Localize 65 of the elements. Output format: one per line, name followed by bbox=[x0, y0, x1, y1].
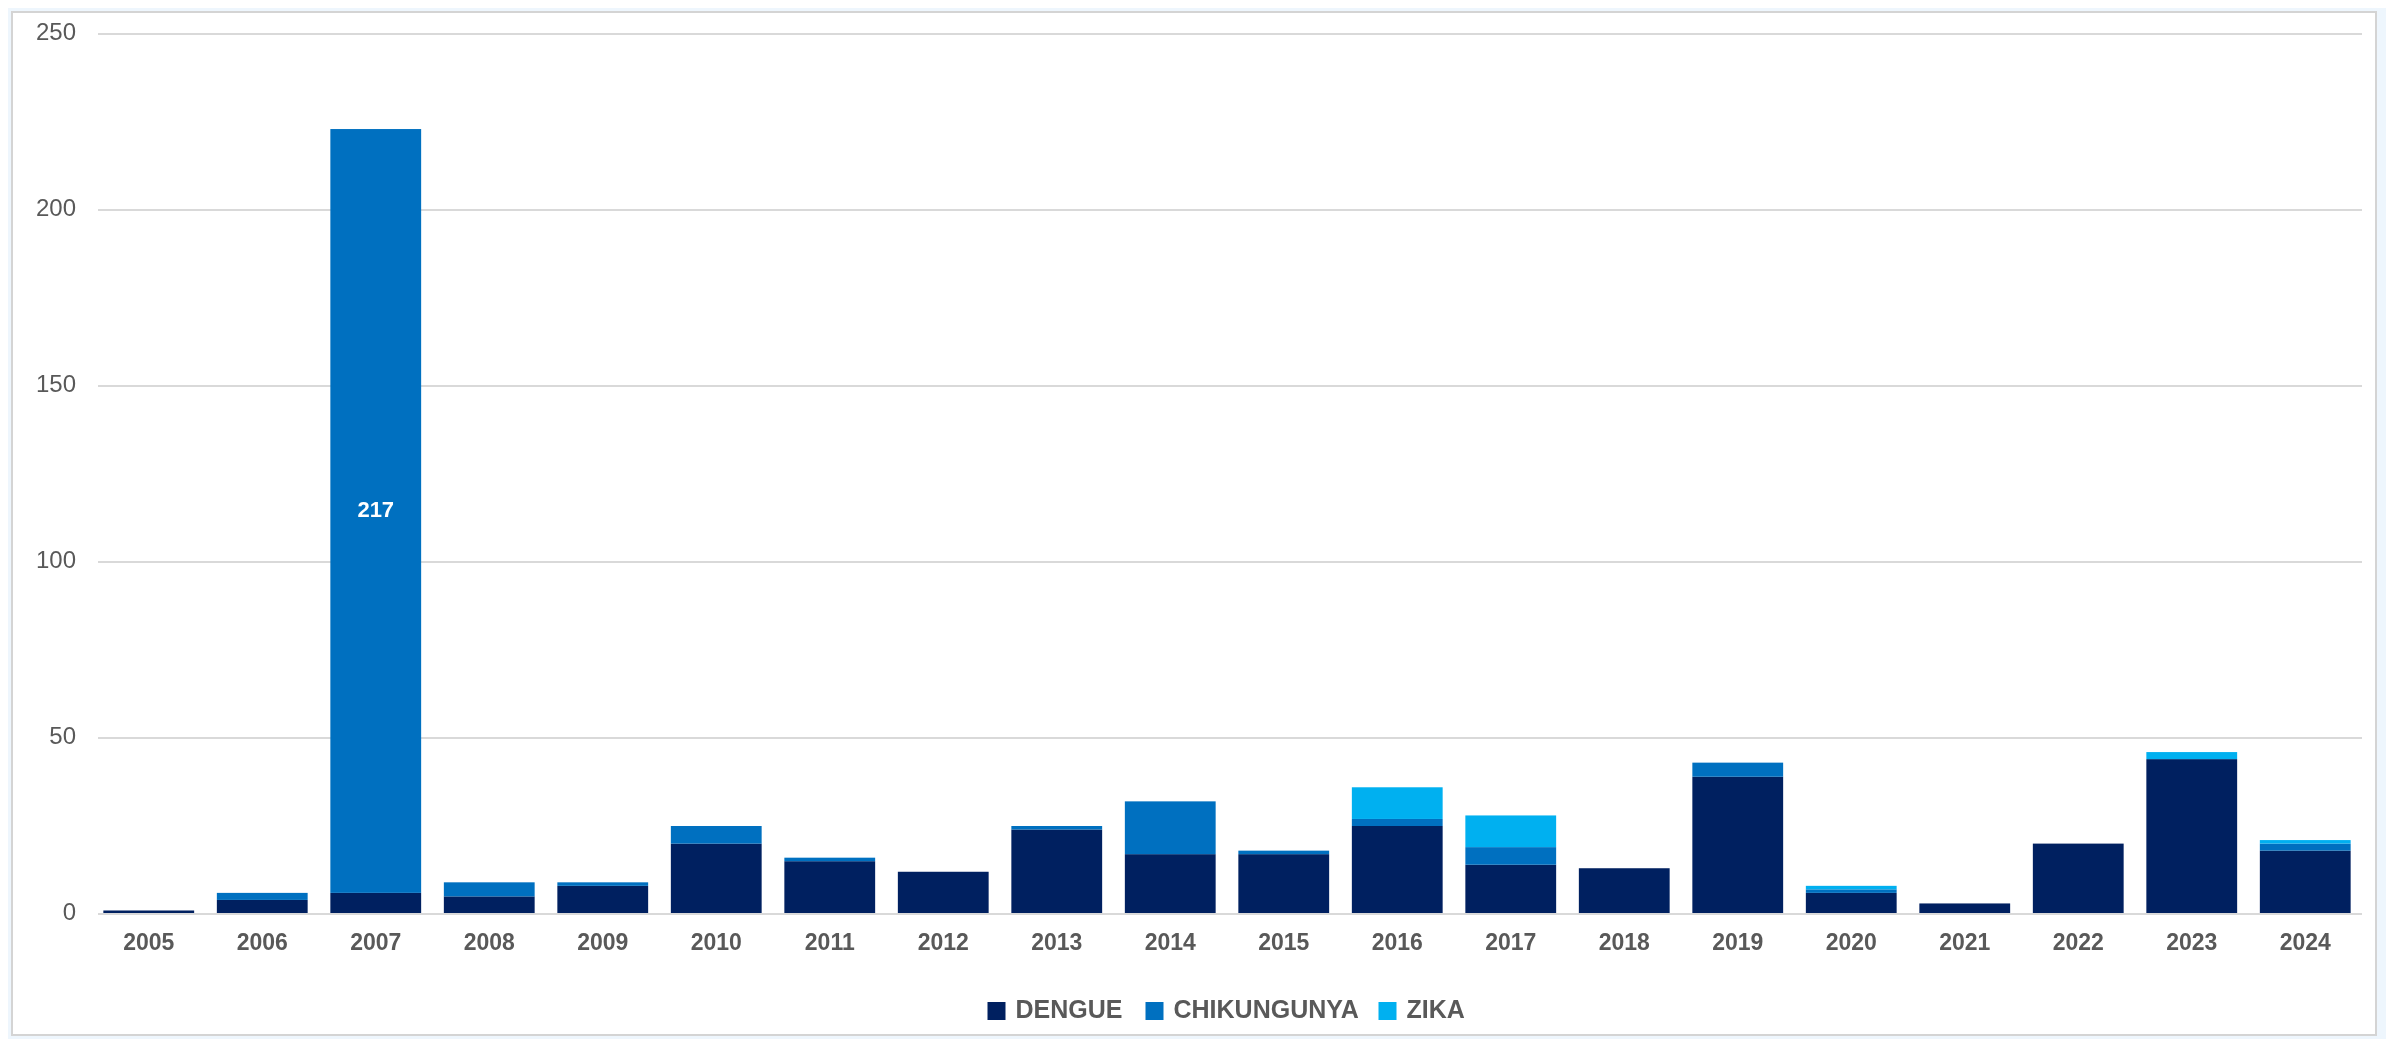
bar bbox=[1805, 889, 1897, 893]
bar bbox=[216, 899, 308, 914]
x-tick-label: 2006 bbox=[236, 929, 288, 955]
x-tick-label: 2007 bbox=[350, 929, 402, 955]
bar bbox=[897, 871, 989, 914]
x-tick-label: 2015 bbox=[1258, 929, 1310, 955]
bar bbox=[1465, 847, 1557, 865]
bar bbox=[443, 882, 535, 897]
bar bbox=[2259, 843, 2351, 851]
bar bbox=[670, 843, 762, 914]
bar bbox=[1692, 762, 1784, 777]
x-tick-label: 2005 bbox=[123, 929, 175, 955]
x-tick-label: 2018 bbox=[1598, 929, 1651, 955]
legend-label: CHIKUNGUNYA bbox=[1173, 994, 1359, 1023]
y-tick-label: 250 bbox=[35, 18, 76, 46]
x-tick-label: 2024 bbox=[2279, 929, 2332, 955]
x-tick-label: 2016 bbox=[1371, 929, 1423, 955]
x-tick-label: 2012 bbox=[917, 929, 969, 955]
x-tick-label: 2009 bbox=[577, 929, 629, 955]
bar bbox=[557, 882, 649, 886]
bar bbox=[443, 896, 535, 914]
bar bbox=[1465, 864, 1557, 914]
data-label: 217 bbox=[357, 496, 395, 522]
bar bbox=[2032, 843, 2124, 914]
legend-label: DENGUE bbox=[1015, 994, 1123, 1023]
x-tick-label: 2011 bbox=[804, 929, 855, 955]
bar bbox=[1578, 868, 1670, 914]
y-tick-label: 0 bbox=[62, 898, 76, 926]
bar bbox=[1238, 854, 1330, 914]
bar bbox=[670, 826, 762, 844]
bar bbox=[1351, 787, 1443, 819]
bar bbox=[1351, 818, 1443, 826]
x-tick-label: 2020 bbox=[1825, 929, 1877, 955]
y-tick-label: 50 bbox=[49, 722, 76, 750]
x-tick-label: 2021 bbox=[1939, 929, 1991, 955]
bar bbox=[2146, 752, 2238, 760]
bar bbox=[1465, 815, 1557, 848]
bar bbox=[1011, 826, 1103, 830]
bar bbox=[216, 892, 308, 900]
bar bbox=[784, 861, 876, 914]
x-tick-label: 2013 bbox=[1031, 929, 1083, 955]
bar bbox=[1011, 829, 1103, 914]
x-tick-label: 2017 bbox=[1485, 929, 1537, 955]
y-tick-label: 150 bbox=[35, 370, 76, 398]
bar bbox=[1692, 776, 1784, 914]
bar bbox=[1805, 892, 1897, 914]
bar bbox=[330, 129, 422, 893]
bar bbox=[1124, 801, 1216, 855]
bar bbox=[1919, 903, 2011, 914]
x-tick-label: 2014 bbox=[1144, 929, 1197, 955]
x-tick-label: 2022 bbox=[2052, 929, 2104, 955]
bar bbox=[1124, 854, 1216, 914]
bar bbox=[330, 892, 422, 914]
bar bbox=[1351, 826, 1443, 914]
x-tick-label: 2019 bbox=[1712, 929, 1764, 955]
bar bbox=[2259, 840, 2351, 844]
legend-label: ZIKA bbox=[1406, 994, 1465, 1023]
x-tick-label: 2023 bbox=[2166, 929, 2218, 955]
y-tick-label: 100 bbox=[35, 546, 76, 574]
bar bbox=[2259, 850, 2351, 914]
bar bbox=[557, 885, 649, 914]
y-tick-label: 200 bbox=[35, 194, 76, 222]
x-tick-label: 2010 bbox=[690, 929, 742, 955]
x-tick-label: 2008 bbox=[463, 929, 516, 955]
bar bbox=[2146, 759, 2238, 914]
